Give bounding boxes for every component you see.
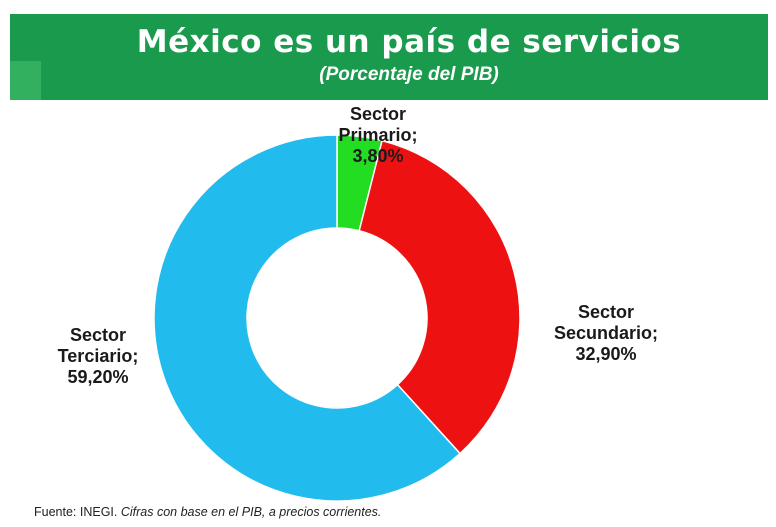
label-line: Terciario; [57, 346, 139, 366]
label-line: Sector [349, 104, 407, 124]
label-sector-terciario: Sector Terciario; 59,20% [38, 325, 158, 388]
source-prefix: Fuente: INEGI. [34, 505, 118, 519]
label-value: 59,20% [67, 367, 129, 387]
label-value: 32,90% [575, 344, 637, 364]
label-line: Secundario; [553, 323, 659, 343]
source-detail: Cifras con base en el PIB, a precios cor… [120, 505, 382, 519]
banner-accent [10, 61, 41, 100]
label-sector-primario: Sector Primario; 3,80% [318, 104, 438, 167]
donut-slice-sector-terciario [153, 134, 462, 502]
source-note: Fuente: INEGI. Cifras con base en el PIB… [34, 505, 381, 519]
title-banner: México es un país de servicios (Porcenta… [10, 14, 768, 100]
chart-title: México es un país de servicios [136, 24, 682, 60]
label-line: Sector [577, 302, 635, 322]
label-value: 3,80% [352, 146, 404, 166]
donut-slice-sector-secundario [358, 139, 521, 455]
label-sector-secundario: Sector Secundario; 32,90% [536, 302, 676, 365]
label-line: Sector [69, 325, 127, 345]
label-line: Primario; [338, 125, 418, 145]
chart-subtitle: (Porcentaje del PIB) [319, 64, 499, 85]
